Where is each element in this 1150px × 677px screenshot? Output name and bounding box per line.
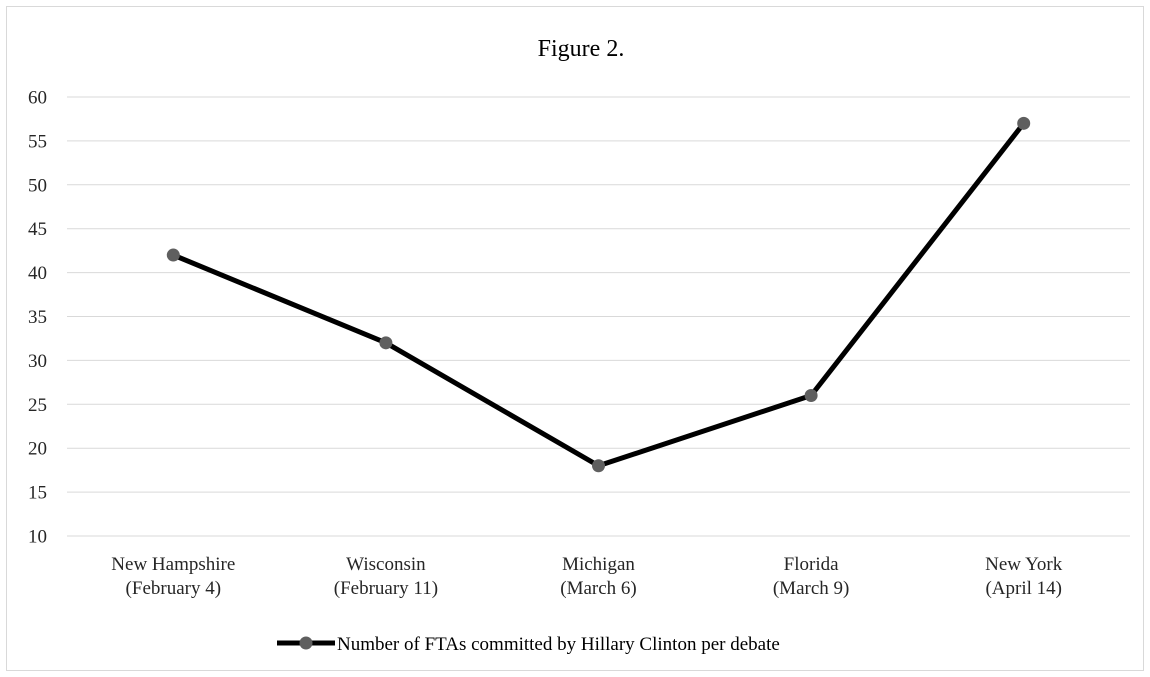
series-line: [170, 120, 1027, 469]
y-tick-label: 15: [28, 483, 47, 504]
y-axis-tick-labels: 10 15 20 25 30 35 40 45 50 55 60: [28, 88, 47, 548]
y-tick-label: 55: [28, 131, 47, 152]
legend-swatch-marker: [299, 636, 313, 650]
y-tick-label: 20: [28, 439, 47, 460]
data-point: [166, 248, 180, 262]
y-tick-label: 10: [28, 527, 47, 548]
y-tick-label: 30: [28, 351, 47, 372]
data-point: [379, 336, 393, 350]
x-tick-label: (February 4): [126, 578, 222, 599]
x-tick-label: New Hampshire: [111, 554, 235, 575]
y-tick-label: 50: [28, 175, 47, 196]
y-tick-label: 45: [28, 219, 47, 240]
chart-title: Figure 2.: [538, 36, 625, 62]
series-line-layer: [170, 120, 1027, 469]
x-tick-label: (April 14): [985, 578, 1062, 599]
x-tick-label: (March 6): [560, 578, 637, 599]
series-markers: [166, 116, 1031, 473]
x-tick-label: (February 11): [334, 578, 438, 599]
legend-label: Number of FTAs committed by Hillary Clin…: [337, 634, 780, 655]
gridlines: [67, 96, 1130, 537]
x-tick-label: Wisconsin: [346, 554, 426, 575]
y-tick-label: 40: [28, 263, 47, 284]
x-axis-tick-labels: New Hampshire (February 4) Wisconsin (Febru…: [111, 554, 1062, 599]
y-tick-label: 60: [28, 88, 47, 109]
data-point: [804, 389, 818, 403]
legend: Number of FTAs committed by Hillary Clin…: [277, 634, 780, 655]
data-point: [1017, 116, 1031, 130]
chart-frame: [6, 6, 1144, 671]
x-tick-label: Michigan: [562, 554, 635, 575]
y-tick-label: 35: [28, 307, 47, 328]
x-tick-label: Florida: [784, 554, 839, 575]
data-point: [592, 459, 605, 473]
x-tick-label: New York: [985, 554, 1063, 575]
x-tick-label: (March 9): [773, 578, 850, 599]
y-tick-label: 25: [28, 395, 47, 416]
